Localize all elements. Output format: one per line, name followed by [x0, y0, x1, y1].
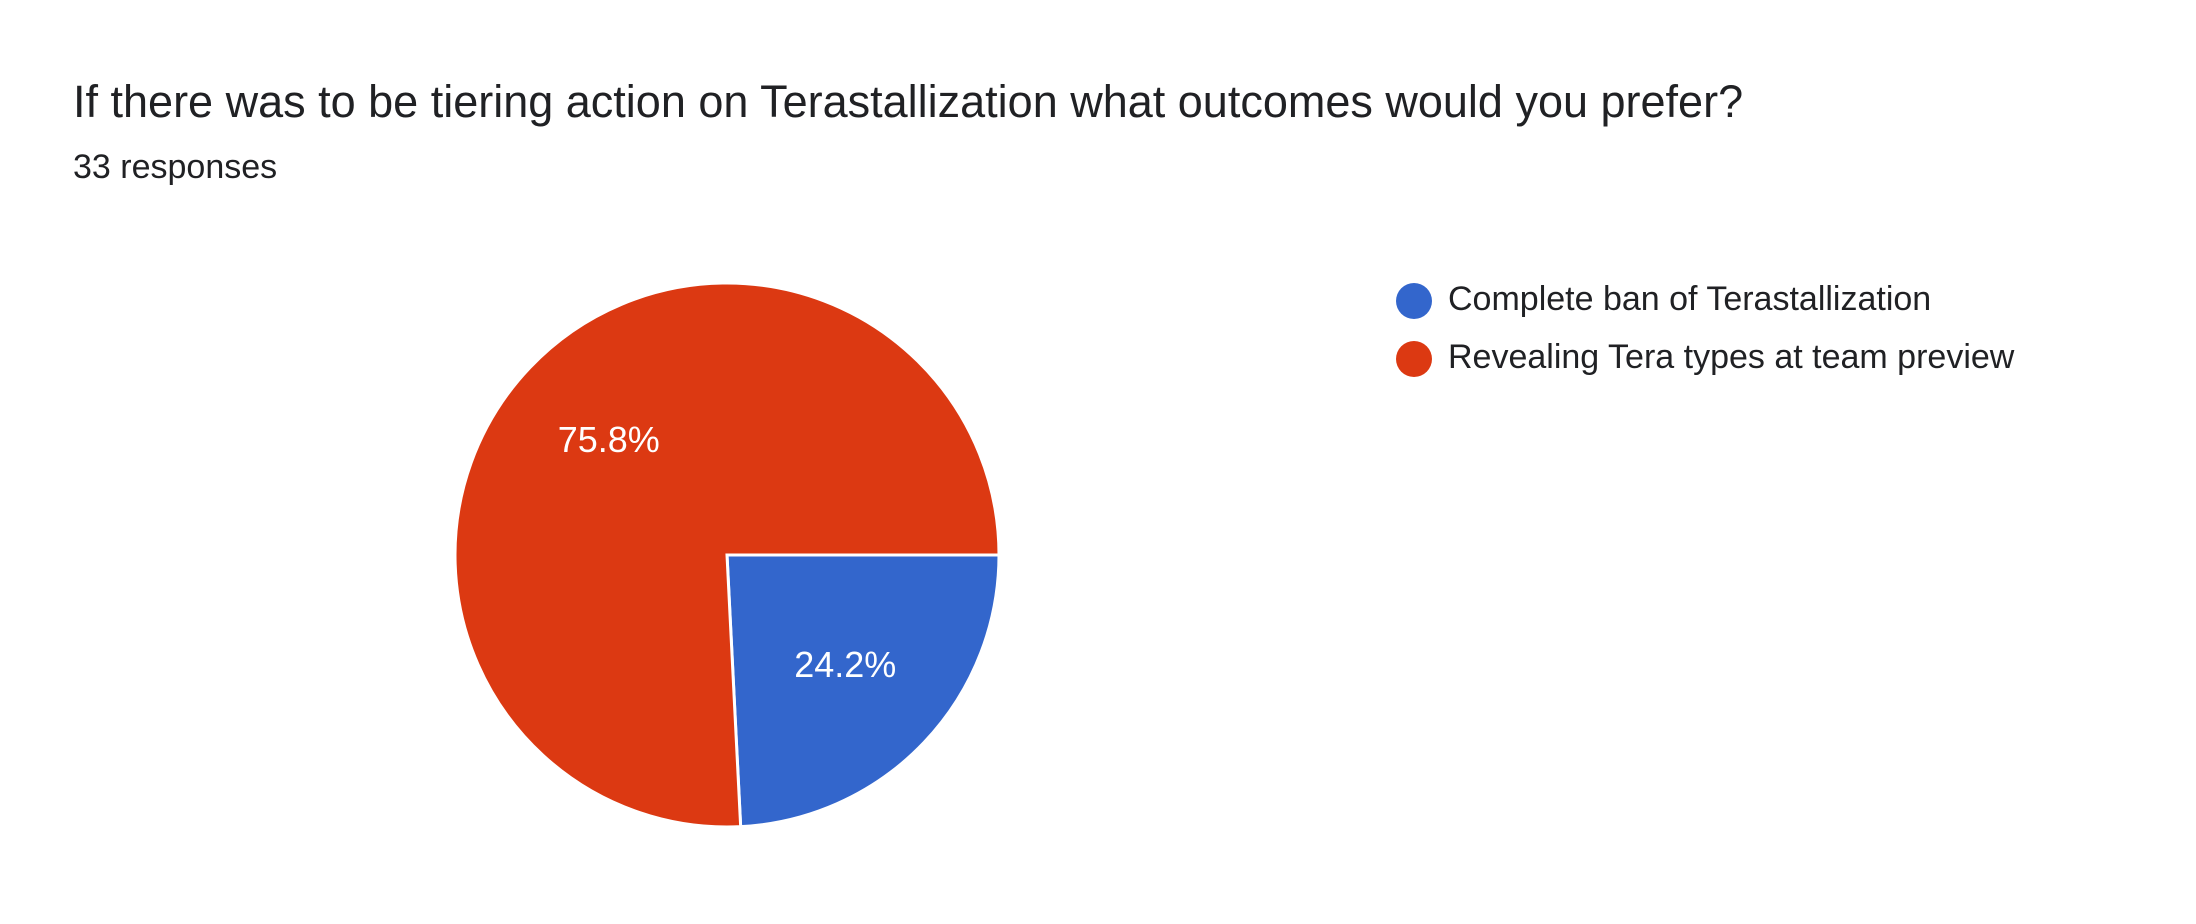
pie-slice — [453, 281, 1001, 829]
legend-marker — [1396, 283, 1432, 319]
slice-label: 24.2% — [794, 644, 896, 685]
legend-marker — [1396, 341, 1432, 377]
chart-title: If there was to be tiering action on Ter… — [73, 76, 1743, 127]
slice-label: 75.8% — [558, 419, 660, 460]
chart-subtitle: 33 responses — [73, 148, 277, 186]
legend-label: Complete ban of Terastallization — [1448, 280, 1931, 318]
pie-slice — [725, 553, 1001, 829]
legend-label: Revealing Tera types at team preview — [1448, 338, 2015, 376]
